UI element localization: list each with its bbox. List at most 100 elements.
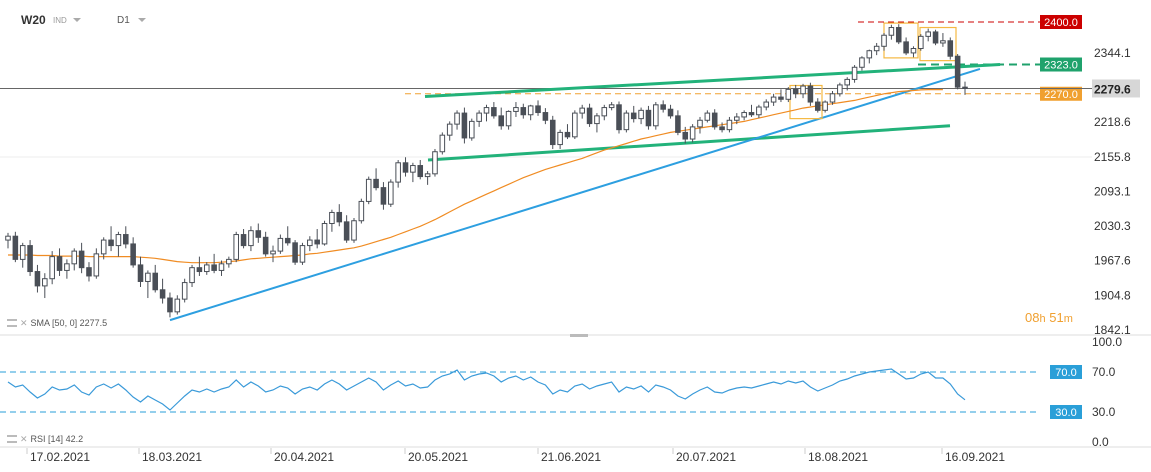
rsi-legend-text: RSI [14] 42.2 — [30, 434, 84, 444]
candle — [64, 263, 70, 271]
indicator-handle-icon[interactable] — [7, 319, 17, 327]
indicator-handle-icon[interactable] — [7, 435, 17, 443]
candle — [307, 239, 313, 247]
x-tick-label: 21.06.2021 — [541, 450, 601, 464]
candle — [130, 243, 136, 266]
candle — [542, 112, 549, 121]
candle — [145, 272, 151, 282]
current-price-label: 2279.6 — [1094, 82, 1131, 96]
candle — [520, 107, 527, 116]
candle — [167, 297, 173, 313]
candle — [807, 85, 814, 103]
candle — [866, 50, 873, 59]
candle — [218, 263, 225, 271]
candle — [196, 267, 203, 273]
pattern-highlight-box[interactable] — [789, 84, 823, 120]
x-tick-label: 20.07.2021 — [676, 450, 736, 464]
candle — [255, 230, 262, 238]
candle — [78, 250, 85, 269]
candle — [947, 40, 954, 57]
timeframe-chevron-down-icon[interactable] — [138, 18, 146, 22]
candle — [189, 267, 195, 284]
candle — [233, 234, 239, 260]
rsi-y-tick-label: 30.0 — [1092, 405, 1116, 419]
rsi-line — [7, 368, 966, 411]
rsi-legend: ✕ RSI [14] 42.2 — [7, 434, 83, 445]
candle — [226, 258, 232, 265]
rsi-band-tag — [1050, 405, 1082, 419]
candle — [240, 234, 247, 247]
candle — [844, 78, 850, 86]
candle — [395, 162, 401, 183]
candle — [343, 221, 350, 241]
candle — [27, 245, 33, 273]
candle — [476, 112, 482, 122]
candle — [814, 101, 821, 111]
candle — [630, 112, 637, 120]
candle — [888, 27, 895, 36]
candle — [439, 134, 446, 153]
sma-legend: ✕ SMA [50, 0] 2277.5 — [7, 318, 107, 329]
candle — [962, 86, 968, 89]
candle — [616, 104, 622, 131]
timer-minutes-unit: m — [1063, 313, 1073, 325]
price-level-tag — [1040, 15, 1082, 29]
candle — [248, 230, 254, 247]
x-tick-label: 18.03.2021 — [142, 450, 202, 464]
candle — [388, 181, 394, 205]
rsi-band-tag-label: 70.0 — [1055, 367, 1076, 379]
candle — [336, 211, 343, 223]
candle — [56, 256, 63, 271]
candle — [667, 108, 674, 117]
rsi-band-tag — [1050, 365, 1082, 379]
candle — [822, 101, 828, 111]
candle — [608, 104, 615, 109]
close-icon[interactable]: ✕ — [20, 318, 28, 328]
candle — [12, 235, 19, 260]
candle — [711, 112, 718, 128]
y-tick-label: 1967.6 — [1094, 254, 1131, 268]
candle — [446, 123, 453, 136]
candle — [402, 162, 409, 173]
candle — [792, 88, 799, 95]
candle — [358, 200, 365, 222]
candle — [726, 119, 733, 131]
timeframe-selector[interactable]: D1 — [117, 15, 130, 26]
candle — [682, 131, 689, 140]
candle — [770, 96, 777, 103]
candle — [211, 264, 217, 271]
candle — [292, 242, 298, 263]
candle — [380, 187, 387, 205]
candle — [734, 116, 740, 121]
candle — [5, 235, 11, 241]
candle — [505, 110, 512, 127]
candle — [859, 57, 865, 68]
trendline[interactable] — [424, 63, 1001, 99]
candle — [895, 27, 902, 43]
candle — [594, 115, 600, 125]
candle — [34, 271, 41, 287]
candle — [100, 239, 107, 255]
candle — [454, 112, 460, 125]
price-level-tag-label: 2400.0 — [1044, 17, 1078, 29]
candle — [329, 211, 335, 225]
candle — [181, 282, 188, 300]
candle — [277, 237, 284, 252]
timer-hours: 08 — [1025, 310, 1040, 325]
close-icon[interactable]: ✕ — [20, 434, 28, 444]
symbol-chevron-down-icon[interactable] — [73, 18, 81, 22]
symbol-selector[interactable]: W20 — [21, 13, 46, 27]
rsi-y-tick-label: 0.0 — [1092, 435, 1109, 449]
candle — [137, 264, 144, 282]
candle — [262, 236, 269, 255]
timer-minutes: 51 — [1049, 310, 1064, 325]
sma-legend-text: SMA [50, 0] 2277.5 — [30, 318, 108, 328]
price-level-tag-label: 2270.0 — [1044, 89, 1078, 101]
candle — [564, 131, 571, 138]
candle — [940, 40, 946, 44]
trendline[interactable] — [169, 67, 981, 322]
trendline[interactable] — [427, 124, 951, 162]
x-tick-label: 18.08.2021 — [808, 450, 868, 464]
pane-resize-handle[interactable] — [570, 334, 588, 337]
